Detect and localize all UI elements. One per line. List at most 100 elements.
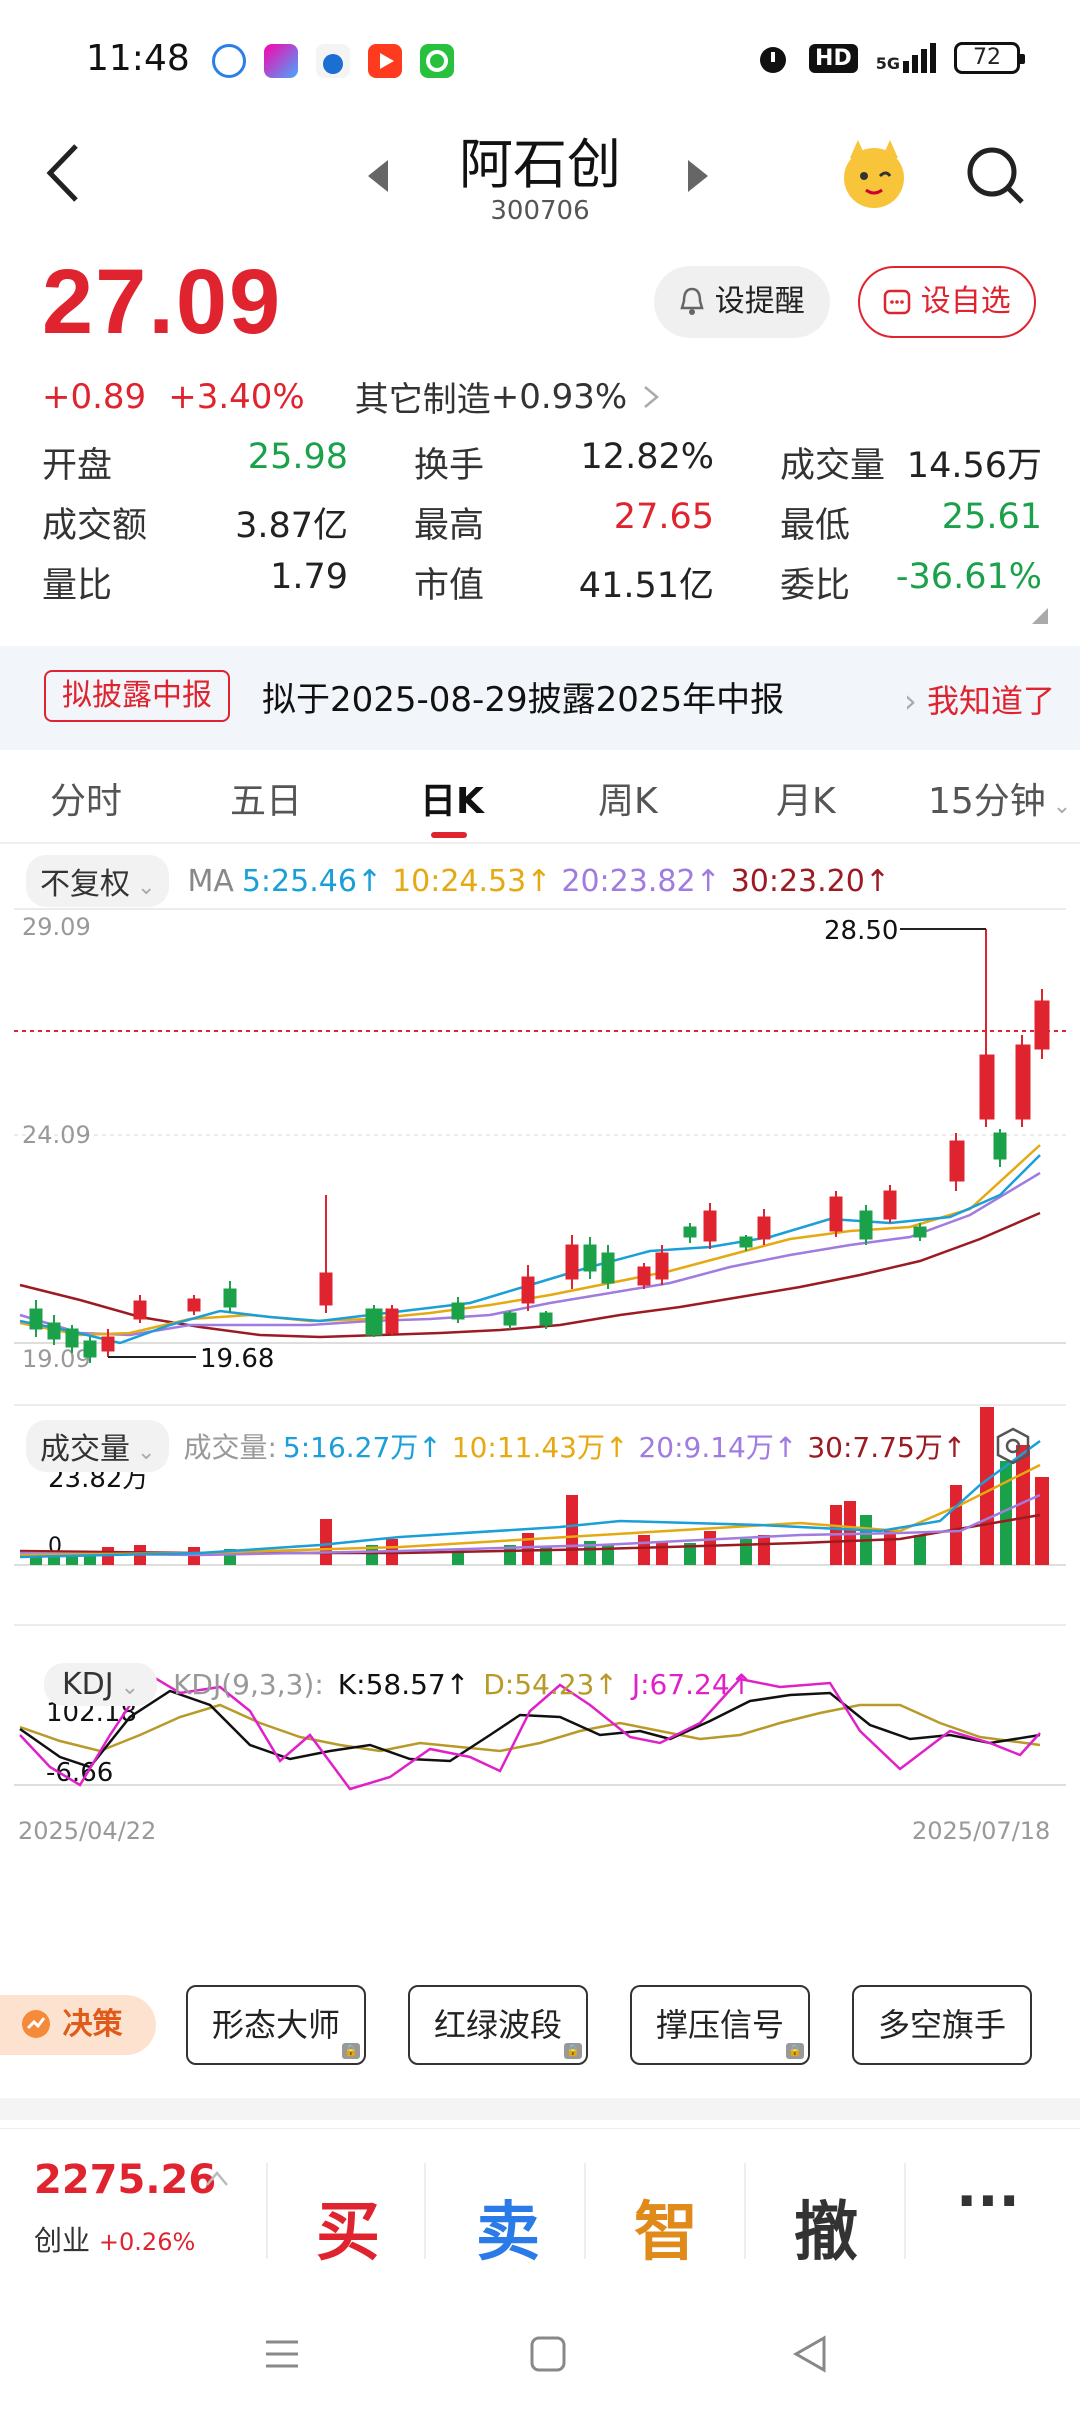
stat-value: 25.98 xyxy=(247,436,348,477)
tab-intraday[interactable]: 分时 xyxy=(50,781,123,822)
vol-ma5-line xyxy=(19,1439,1041,1559)
notice-tag: 拟披露中报 xyxy=(44,670,230,722)
prev-stock-icon[interactable] xyxy=(364,158,392,194)
notice-banner: 拟披露中报 拟于2025-08-29披露2025年中报 › 我知道了 xyxy=(0,646,1080,750)
chevron-right-icon[interactable] xyxy=(639,383,663,411)
tab-weekly-k[interactable]: 周K xyxy=(598,781,658,822)
ma5-label: 5:25.46↑ xyxy=(241,863,383,899)
candlesticks xyxy=(29,929,1050,1363)
video-app-icon xyxy=(368,44,402,78)
vol-ma10-label: 10:11.43万↑ xyxy=(451,1431,629,1464)
chat-app-icon xyxy=(420,44,454,78)
acknowledge-button[interactable]: › 我知道了 xyxy=(904,682,1055,720)
vol-ma20-line xyxy=(19,1493,1041,1557)
search-icon[interactable] xyxy=(964,144,1028,208)
kdj-params: KDJ(9,3,3): xyxy=(173,1668,324,1701)
stat-value: 27.65 xyxy=(613,496,714,537)
stock-name: 阿石创 xyxy=(459,133,621,196)
stat-value: -36.61% xyxy=(895,556,1042,597)
chevron-up-icon[interactable] xyxy=(204,2169,230,2189)
long-short-flag-button[interactable]: 多空旗手 xyxy=(852,1985,1032,2065)
active-tab-indicator xyxy=(431,832,467,838)
stock-code: 300706 xyxy=(490,196,590,226)
battery-indicator: 72 xyxy=(954,42,1025,74)
stat-label: 换手 xyxy=(414,445,485,486)
stat-value: 12.82% xyxy=(580,436,714,477)
stat-value: 25.61 xyxy=(941,496,1042,537)
next-stock-icon[interactable] xyxy=(684,158,712,194)
stat-value: 3.87亿 xyxy=(235,505,348,546)
stat-label: 最高 xyxy=(414,505,485,546)
stat-label: 成交量 xyxy=(780,445,886,486)
sector-change[interactable]: +0.93% xyxy=(490,376,628,417)
alarm-icon xyxy=(760,47,787,73)
stat-label: 市值 xyxy=(414,565,485,606)
decision-label[interactable]: 决策 xyxy=(0,1995,156,2055)
period-tabs: 分时 五日 日K 周K 月K 15分钟 ⌄ xyxy=(0,760,1080,840)
ma10-label: 10:24.53↑ xyxy=(392,863,552,899)
ma-title: MA xyxy=(187,863,234,899)
tab-15min[interactable]: 15分钟 ⌄ xyxy=(928,781,1072,822)
stat-label: 最低 xyxy=(780,505,851,546)
hd-badge: HD xyxy=(809,43,858,73)
home-icon[interactable] xyxy=(528,2334,568,2374)
sector-name[interactable]: 其它制造 xyxy=(354,380,491,420)
ma5-line xyxy=(19,1154,1041,1345)
kdj-legend: KDJ ⌄ KDJ(9,3,3): K:58.57↑ D:54.23↑ J:67… xyxy=(44,1663,753,1706)
kdj-d-label: D:54.23↑ xyxy=(483,1668,618,1701)
expand-corner-icon[interactable] xyxy=(1030,606,1050,626)
red-green-wave-button[interactable]: 红绿波段 🔒 xyxy=(408,1985,588,2065)
y-axis-bottom: 19.09 xyxy=(22,1345,91,1373)
index-value[interactable]: 2275.26 xyxy=(34,2157,217,2203)
support-resistance-button[interactable]: 撑压信号 🔒 xyxy=(630,1985,810,2065)
back-icon[interactable] xyxy=(44,142,84,204)
settings-icon[interactable] xyxy=(994,1427,1032,1465)
add-watchlist-button[interactable]: 设自选 xyxy=(858,266,1036,338)
index-info: 创业 +0.26% xyxy=(34,2224,196,2257)
more-button[interactable]: ··· xyxy=(956,2169,1020,2234)
system-nav-bar xyxy=(0,2300,1080,2412)
date-start: 2025/04/22 xyxy=(18,1817,156,1845)
kdj-k-label: K:58.57↑ xyxy=(337,1668,470,1701)
volume-indicator-dropdown[interactable]: 成交量 ⌄ xyxy=(26,1420,170,1472)
stock-header: 阿石创 300706 xyxy=(0,120,1080,250)
ma20-line xyxy=(19,1171,1041,1337)
stat-label: 成交额 xyxy=(42,505,148,546)
vol-ma20-label: 20:9.14万↑ xyxy=(638,1431,798,1464)
buy-button[interactable]: 买 xyxy=(316,2196,380,2270)
tab-five-day[interactable]: 五日 xyxy=(230,781,303,822)
message-app-icon xyxy=(212,44,246,78)
kline-chart-card: 不复权 ⌄ MA 5:25.46↑ 10:24.53↑ 20:23.82↑ 30… xyxy=(0,845,1080,1945)
kline-svg[interactable]: 29.09 24.09 19.09 xyxy=(0,905,1080,1865)
menu-icon[interactable] xyxy=(262,2334,302,2374)
divider xyxy=(0,842,1080,844)
decision-icon xyxy=(22,2010,50,2038)
stat-value: 14.56万 xyxy=(906,445,1042,486)
low-marker-label: 19.68 xyxy=(200,1344,274,1374)
sell-button[interactable]: 卖 xyxy=(476,2196,540,2270)
mascot-icon[interactable] xyxy=(836,136,912,212)
signal-icon: 5G xyxy=(876,43,936,73)
kdj-k-line xyxy=(19,1689,1041,1769)
smart-button[interactable]: 智 xyxy=(634,2196,698,2270)
set-alert-button[interactable]: 设提醒 xyxy=(654,266,830,338)
kdj-j-label: J:67.24↑ xyxy=(631,1668,754,1701)
pattern-master-button[interactable]: 形态大师 🔒 xyxy=(186,1985,366,2065)
tab-daily-k[interactable]: 日K xyxy=(420,781,484,822)
notice-text: 拟于2025-08-29披露2025年中报 xyxy=(262,680,785,720)
status-bar: 11:48 HD 5G 72 xyxy=(0,0,1080,120)
high-marker-label: 28.50 xyxy=(824,916,898,946)
cancel-order-button[interactable]: 撤 xyxy=(794,2196,858,2270)
adjust-dropdown[interactable]: 不复权 ⌄ xyxy=(26,855,170,907)
ma20-label: 20:23.82↑ xyxy=(561,863,721,899)
ma30-label: 30:23.20↑ xyxy=(730,863,890,899)
date-end: 2025/07/18 xyxy=(912,1817,1050,1845)
kdj-d-line xyxy=(19,1703,1041,1753)
price-change-pct: +3.40% xyxy=(168,376,305,417)
back-nav-icon[interactable] xyxy=(790,2334,830,2374)
tab-monthly-k[interactable]: 月K xyxy=(776,781,836,822)
kdj-indicator-dropdown[interactable]: KDJ ⌄ xyxy=(44,1663,158,1706)
lock-icon: 🔒 xyxy=(564,2043,582,2059)
vol-ma30-label: 30:7.75万↑ xyxy=(807,1431,967,1464)
vol-ma5-label: 5:16.27万↑ xyxy=(282,1431,442,1464)
